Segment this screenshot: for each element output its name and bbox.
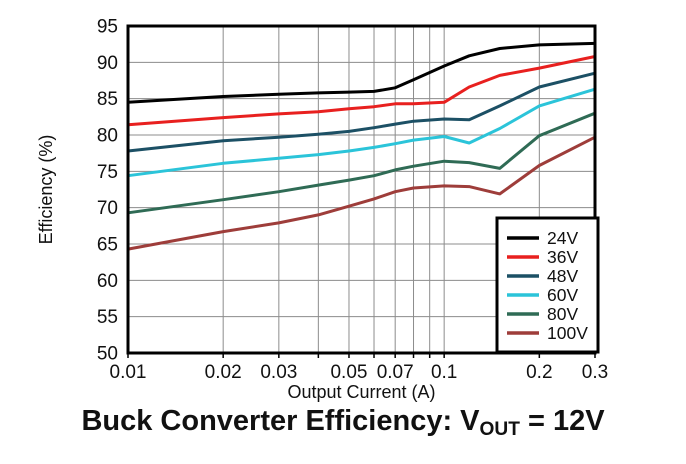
legend-item-100V: 100V <box>507 323 588 343</box>
x-tick-labels: 0.01 0.02 0.03 0.05 0.07 0.1 0.2 0.3 <box>110 362 609 383</box>
series-line-48V <box>127 71 596 153</box>
x-tick-label: 0.05 <box>330 362 367 383</box>
x-tick-label: 0.1 <box>431 362 457 383</box>
y-tick-label: 85 <box>97 89 118 110</box>
caption-suffix: = 12V <box>519 405 605 437</box>
chart-caption: Buck Converter Efficiency: VOUT = 12V <box>0 405 686 440</box>
x-tick-label: 0.03 <box>260 362 297 383</box>
legend-label: 36V <box>547 247 578 267</box>
x-tick-label: 0.2 <box>526 362 552 383</box>
legend-item-48V: 48V <box>507 266 578 286</box>
x-axis-title: Output Current (A) <box>287 382 435 402</box>
series-line-60V <box>127 87 596 178</box>
y-tick-label: 80 <box>97 126 118 147</box>
legend-item-60V: 60V <box>507 285 578 305</box>
legend-label: 100V <box>547 323 588 343</box>
legend-item-24V: 24V <box>507 228 578 248</box>
series-line-80V <box>127 111 596 215</box>
x-tick-label: 0.3 <box>582 362 608 383</box>
y-tick-label: 70 <box>97 198 118 219</box>
plot-border <box>126 24 597 355</box>
y-tick-label: 90 <box>97 53 118 74</box>
x-tick-label: 0.01 <box>110 362 147 383</box>
y-tick-label: 95 <box>97 17 118 38</box>
legend-label: 24V <box>547 228 578 248</box>
y-tick-label: 55 <box>97 307 118 328</box>
series-lines <box>127 41 596 251</box>
x-tick-label: 0.07 <box>377 362 414 383</box>
caption-prefix: Buck Converter Efficiency: V <box>81 405 480 437</box>
series-line-100V <box>127 135 596 251</box>
y-tick-label: 75 <box>97 162 118 183</box>
legend-item-80V: 80V <box>507 304 578 324</box>
caption-subscript: OUT <box>479 419 520 440</box>
legend-item-36V: 36V <box>507 247 578 267</box>
y-tick-label: 50 <box>97 344 118 365</box>
series-line-24V <box>127 41 596 104</box>
series-line-36V <box>127 55 596 127</box>
grid <box>128 26 595 353</box>
legend-label: 48V <box>547 266 578 286</box>
y-tick-label: 60 <box>97 271 118 292</box>
y-axis-title: Efficiency (%) <box>36 135 56 245</box>
legend-label: 60V <box>547 285 578 305</box>
y-tick-labels: 50 55 60 65 70 75 80 85 90 95 <box>97 17 118 365</box>
legend-box <box>495 216 600 354</box>
x-tick-label: 0.02 <box>205 362 242 383</box>
efficiency-chart: 50 55 60 65 70 75 80 85 90 95 0.01 0.02 0.03 0.05 0.07… <box>36 17 609 403</box>
y-tick-label: 65 <box>97 235 118 256</box>
legend-label: 80V <box>547 304 578 324</box>
